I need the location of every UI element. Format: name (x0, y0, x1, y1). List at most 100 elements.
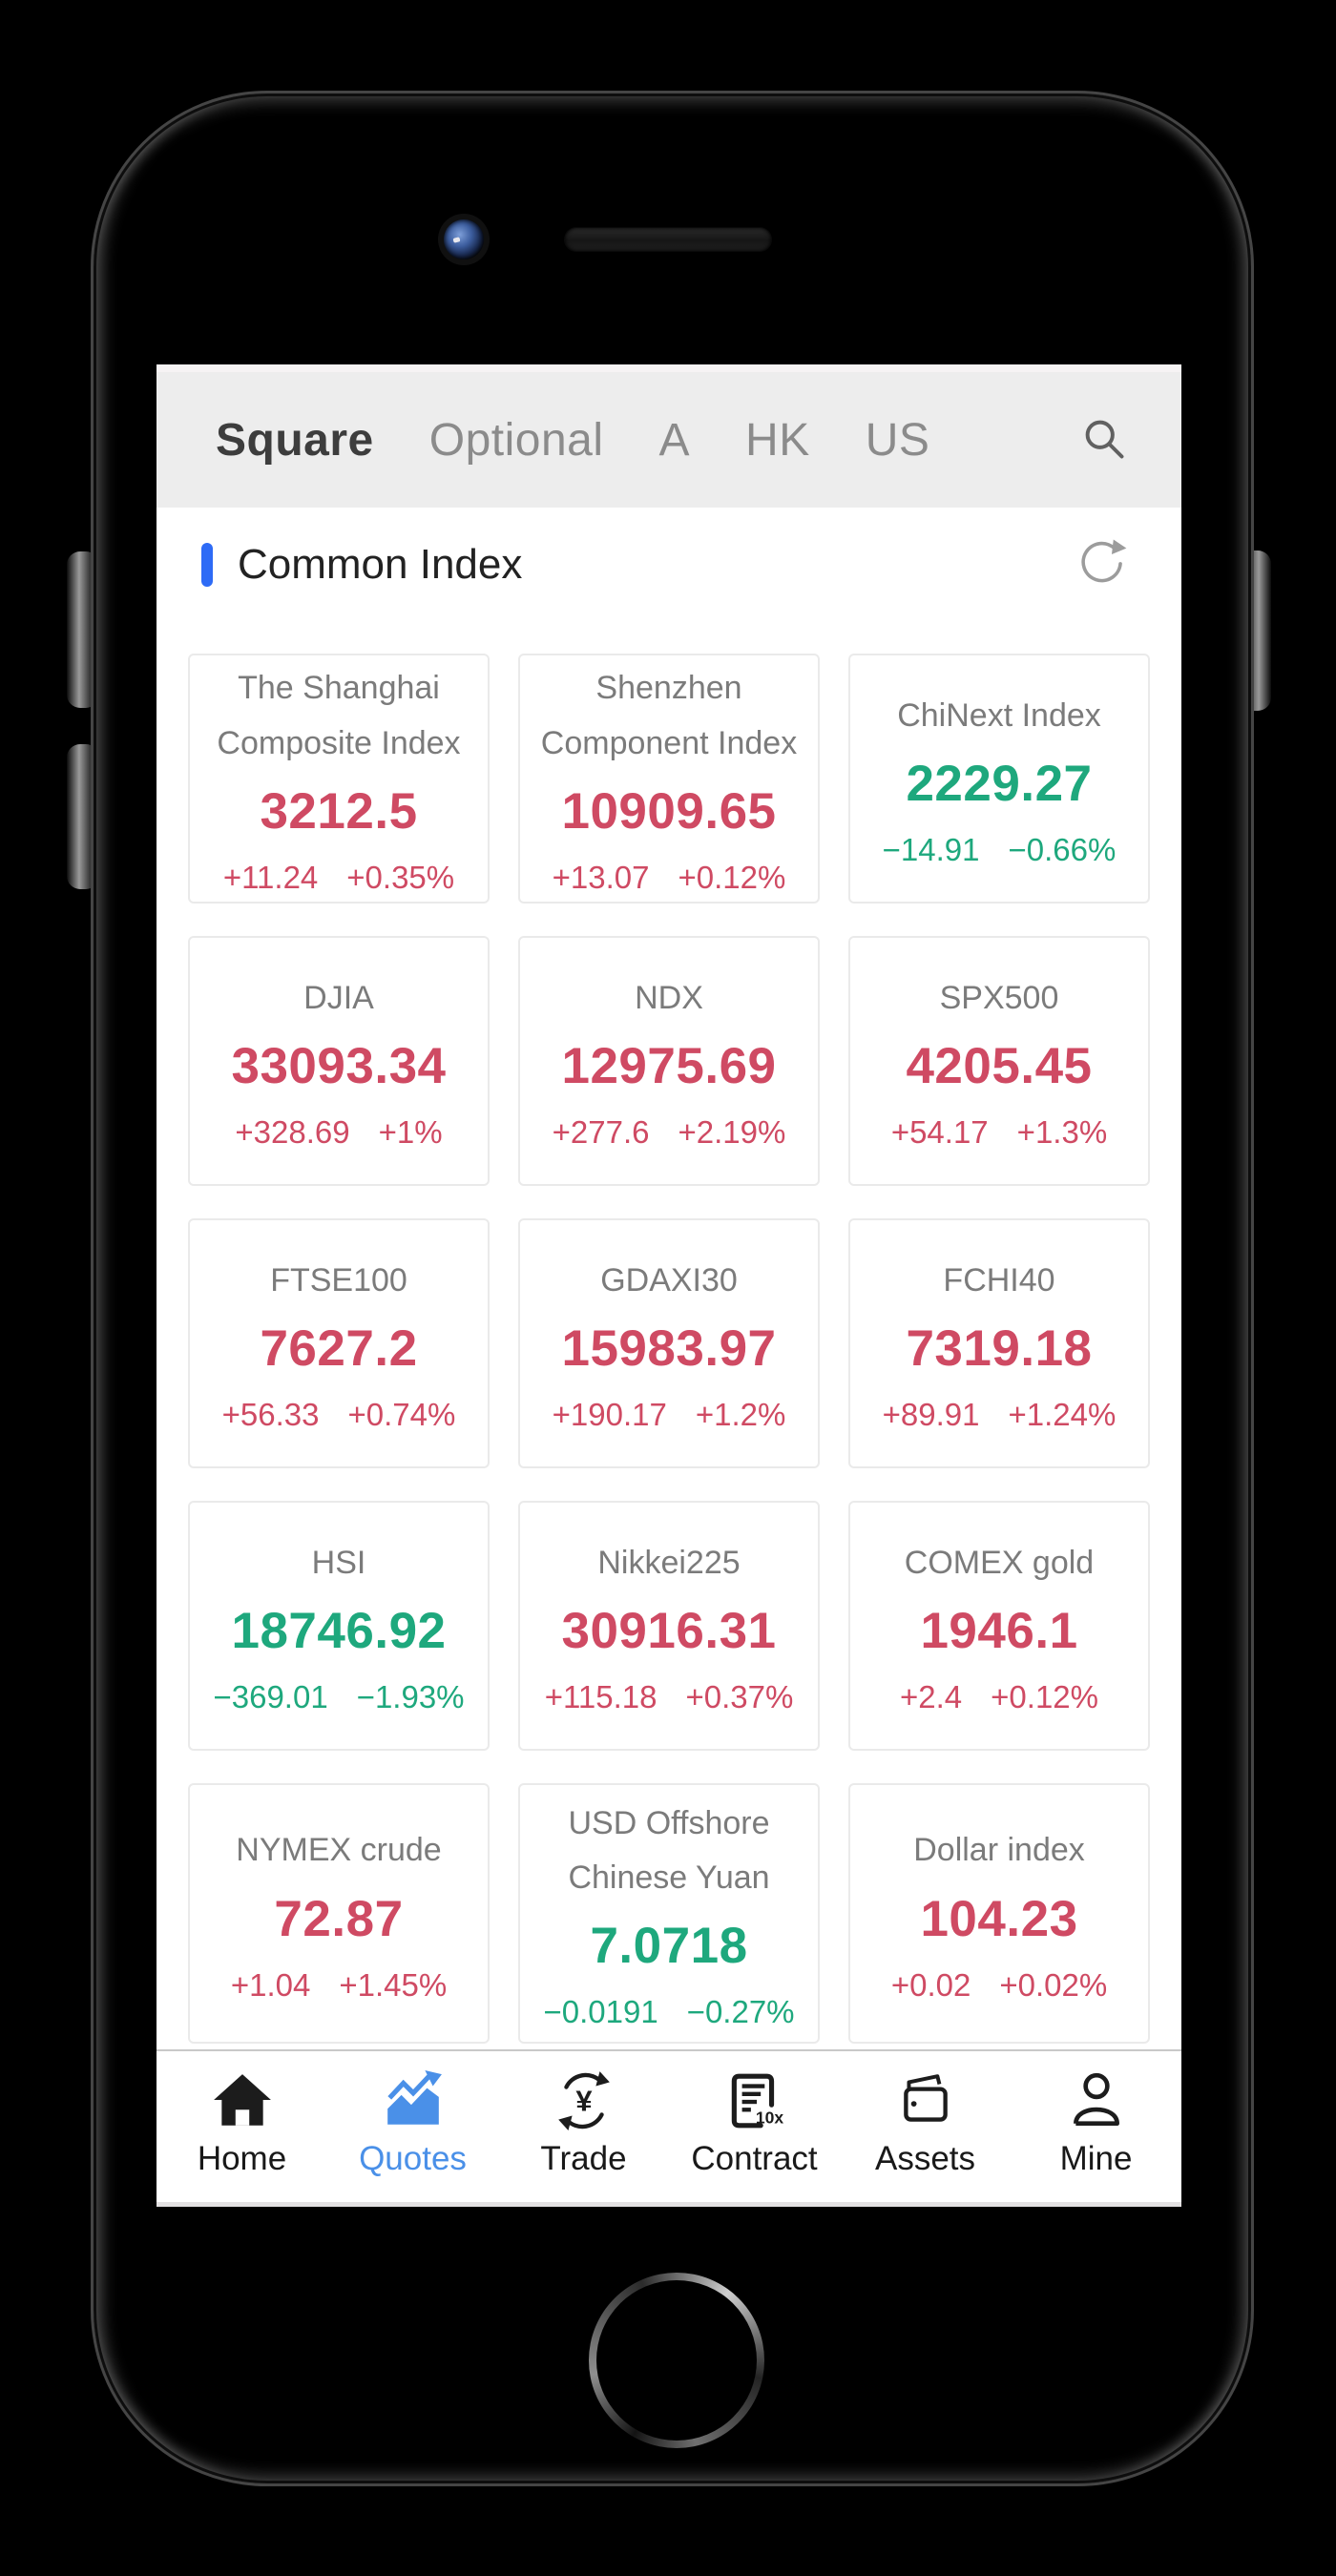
nav-tab-a[interactable]: A (658, 414, 691, 466)
index-name: USD Offshore Chinese Yuan (568, 1804, 770, 1896)
refresh-icon[interactable] (1075, 535, 1130, 595)
index-card[interactable]: FCHI40 7319.18 +89.91 +1.24% (848, 1218, 1150, 1468)
index-price: 10909.65 (561, 782, 777, 840)
index-change-pct: +1.24% (1008, 1397, 1117, 1433)
index-change-pct: −0.66% (1008, 832, 1117, 868)
tabbar-item-trade[interactable]: ¥ Trade (498, 2051, 669, 2202)
index-change: +1.04 (230, 1966, 311, 2003)
index-card[interactable]: HSI 18746.92 −369.01 −1.93% (188, 1501, 490, 1751)
index-change: +0.02 (890, 1966, 971, 2003)
nav-tab-hk[interactable]: HK (745, 414, 810, 466)
home-hardware-button[interactable] (589, 2273, 764, 2448)
index-change-pct: +2.19% (678, 1114, 786, 1151)
index-card[interactable]: COMEX gold 1946.1 +2.4 +0.12% (848, 1501, 1150, 1751)
index-price: 104.23 (920, 1890, 1078, 1947)
tabbar-item-quotes[interactable]: Quotes (327, 2051, 498, 2202)
index-change: +2.4 (900, 1679, 963, 1715)
index-card[interactable]: Dollar index 104.23 +0.02 +0.02% (848, 1783, 1150, 2044)
earpiece-speaker (565, 228, 771, 251)
index-price: 7.0718 (590, 1918, 748, 1975)
tabbar-label: Assets (874, 2140, 976, 2177)
index-card[interactable]: SPX500 4205.45 +54.17 +1.3% (848, 936, 1150, 1186)
tabbar-item-assets[interactable]: Assets (840, 2051, 1011, 2202)
tabbar-item-home[interactable]: Home (157, 2051, 327, 2202)
index-price: 3212.5 (260, 782, 418, 840)
tabbar-label: Contract (691, 2140, 818, 2177)
tabbar-item-contract[interactable]: 10x Contract (669, 2051, 840, 2202)
index-price: 7319.18 (906, 1320, 1093, 1378)
nav-tab-square[interactable]: Square (216, 414, 374, 466)
index-name: FTSE100 (270, 1261, 407, 1298)
index-name: ChiNext Index (897, 696, 1101, 734)
svg-text:¥: ¥ (575, 2084, 593, 2117)
index-change-pct: +0.35% (346, 859, 455, 895)
tabbar-item-mine[interactable]: Mine (1011, 2051, 1181, 2202)
index-name: NDX (635, 979, 703, 1016)
common-index-grid: The Shanghai Composite Index 3212.5 +11.24… (188, 654, 1150, 2044)
index-price: 30916.31 (561, 1603, 777, 1660)
tabbar-label: Mine (1059, 2140, 1133, 2177)
assets-wallet-icon (894, 2069, 957, 2132)
index-name: DJIA (303, 979, 374, 1016)
index-change: +89.91 (882, 1397, 980, 1433)
index-change: +11.24 (222, 859, 319, 895)
contract-10x-icon: 10x (723, 2069, 786, 2132)
index-card[interactable]: USD Offshore Chinese Yuan 7.0718 −0.0191 −0… (518, 1783, 820, 2044)
index-name: The Shanghai Composite Index (217, 670, 461, 761)
index-price: 1946.1 (920, 1603, 1078, 1660)
index-card[interactable]: NYMEX crude 72.87 +1.04 +1.45% (188, 1783, 490, 2044)
index-price: 12975.69 (561, 1038, 777, 1095)
index-change-pct: +1.45% (339, 1966, 448, 2003)
index-change: −369.01 (213, 1679, 328, 1715)
index-name: Dollar index (913, 1832, 1085, 1869)
index-change-pct: −0.27% (686, 1994, 795, 2030)
index-card[interactable]: ChiNext Index 2229.27 −14.91 −0.66% (848, 654, 1150, 904)
search-icon[interactable] (1078, 413, 1132, 467)
tabbar-label: Home (197, 2140, 287, 2177)
index-card[interactable]: GDAXI30 15983.97 +190.17 +1.2% (518, 1218, 820, 1468)
section-accent-bar (201, 543, 213, 587)
nav-tab-optional[interactable]: Optional (428, 414, 604, 466)
index-change-pct: +0.74% (347, 1397, 456, 1433)
index-change-pct: +0.12% (991, 1679, 1098, 1715)
index-price: 18746.92 (231, 1603, 447, 1660)
contract-leverage-badge: 10x (755, 2109, 783, 2128)
front-camera-icon (444, 219, 484, 260)
index-card[interactable]: NDX 12975.69 +277.6 +2.19% (518, 936, 820, 1186)
nav-tab-us[interactable]: US (865, 414, 930, 466)
section-title: Common Index (238, 541, 523, 588)
index-card[interactable]: The Shanghai Composite Index 3212.5 +11.24… (188, 654, 490, 904)
index-price: 4205.45 (906, 1038, 1093, 1095)
index-name: Nikkei225 (597, 1544, 741, 1581)
index-price: 15983.97 (561, 1320, 777, 1378)
index-name: COMEX gold (904, 1544, 1095, 1581)
index-price: 33093.34 (231, 1038, 447, 1095)
index-change: −14.91 (882, 832, 980, 868)
app-top-edge (157, 364, 1181, 372)
index-name: HSI (311, 1544, 366, 1581)
index-change: +328.69 (235, 1114, 350, 1151)
index-change-pct: +1.3% (1016, 1114, 1108, 1151)
tabbar-label: Quotes (359, 2140, 467, 2177)
index-card[interactable]: DJIA 33093.34 +328.69 +1% (188, 936, 490, 1186)
index-change-pct: +1.2% (695, 1397, 786, 1433)
bottom-tab-bar: Home Quotes ¥ Trade 10x Contract Assets Mine (157, 2049, 1181, 2202)
index-change: −0.0191 (543, 1994, 658, 2030)
index-change: +277.6 (552, 1114, 650, 1151)
index-change-pct: +0.37% (685, 1679, 794, 1715)
home-icon (211, 2069, 274, 2132)
index-change-pct: +1% (378, 1114, 443, 1151)
index-change-pct: +0.02% (999, 1966, 1108, 2003)
index-card[interactable]: Nikkei225 30916.31 +115.18 +0.37% (518, 1501, 820, 1751)
mine-person-icon (1065, 2069, 1128, 2132)
index-change: +56.33 (221, 1397, 320, 1433)
index-card[interactable]: Shenzhen Component Index 10909.65 +13.07 +0… (518, 654, 820, 904)
index-change: +190.17 (552, 1397, 667, 1433)
index-card[interactable]: FTSE100 7627.2 +56.33 +0.74% (188, 1218, 490, 1468)
index-name: SPX500 (939, 979, 1059, 1016)
index-price: 7627.2 (260, 1320, 418, 1378)
index-name: GDAXI30 (600, 1261, 738, 1298)
index-change-pct: −1.93% (356, 1679, 465, 1715)
index-change: +54.17 (890, 1114, 989, 1151)
